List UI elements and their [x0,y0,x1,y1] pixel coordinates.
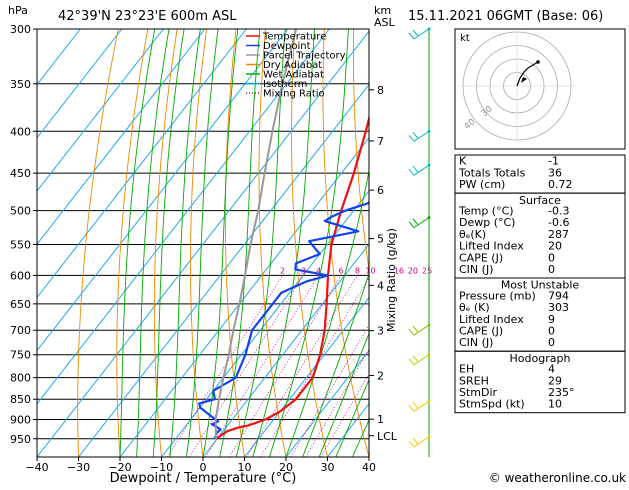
pressure-tick-label: 500 [10,205,31,218]
wind-barb-feather [409,222,414,228]
wind-barb-feather [409,329,414,335]
wind-barb-base [428,216,431,219]
mixing-ratio-line [206,275,319,457]
wind-barb-base [428,28,431,31]
pressure-tick-label: 450 [10,167,31,180]
height-tick-label: 2 [377,369,384,382]
location-title: 42°39'N 23°23'E 600m ASL [58,9,237,24]
hodo-value: 10 [548,398,562,411]
height-unit-asl: ASL [374,16,396,29]
mixing-ratio-label: 2 [280,266,285,275]
hodo-title: Hodograph [510,352,571,365]
height-tick-label: 7 [377,135,384,148]
dry-adiabat-line [225,29,244,457]
mixing-ratio-line [229,275,341,457]
wind-barb-base [428,353,431,356]
wind-barb-base [428,164,431,167]
wind-barb-feather [413,30,418,36]
height-tick-label: 3 [377,325,384,338]
pressure-tick-label: 750 [10,349,31,362]
wind-barb-feather [409,33,414,39]
mixing-ratio-label: 4 [316,266,321,275]
mixing-ratio-axis-label: Mixing Ratio (g/kg) [385,228,398,332]
wind-barb-feather [409,441,414,447]
height-tick-label: 8 [377,84,384,97]
wind-barb-feather [409,169,414,175]
wet-adiabat-line [137,29,169,457]
mixing-ratio-label: 20 [408,266,418,275]
mixing-ratio-label: 25 [422,266,432,275]
pressure-tick-label: 350 [10,78,31,91]
wind-barb-feather [413,438,418,444]
unstable-value: 0 [548,336,555,349]
wind-barb-feather [409,405,414,411]
index-label: PW (cm) [459,178,505,191]
pressure-tick-label: 300 [10,23,31,36]
unstable-label: CIN (J) [459,336,493,349]
pressure-tick-label: 850 [10,393,31,406]
wind-barb-feather [413,356,418,362]
legend-label: Mixing Ratio [263,89,325,100]
x-axis-label: Dewpoint / Temperature (°C) [110,471,297,486]
temperature-tick-label: −30 [67,461,90,474]
pressure-tick-label: 600 [10,269,31,282]
temperature-tick-label: 40 [362,461,376,474]
wind-barb-feather [413,166,418,172]
pressure-tick-label: 550 [10,238,31,251]
pressure-axis: 300 350 400 450 500 550 600 650 700 750 800 850 900 9… [10,23,37,446]
wind-barb-base [428,324,431,327]
wind-barb-base [428,400,431,403]
index-value: 0.72 [548,178,573,191]
pressure-tick-label: 700 [10,324,31,337]
mixing-ratio-line [247,275,358,457]
copyright: © weatheronline.co.uk [489,471,626,485]
wind-barb-feather [409,135,414,141]
temperature-tick-label: 30 [321,461,335,474]
height-tick-label: 1 [377,413,384,426]
wet-adiabat-line [153,29,184,457]
mixing-ratio-line [189,275,303,457]
wind-barb-feather [409,359,414,365]
dry-adiabat-line [154,29,177,457]
wind-barb-feather [413,219,418,225]
wind-barb-base [428,130,431,133]
height-tick-label: 4 [377,279,384,292]
height-tick-label: 5 [377,233,384,246]
mixing-ratio-label: 6 [338,266,343,275]
wind-barb-base [428,435,431,438]
isotherm-line [162,29,496,457]
wind-barb-feather [413,132,418,138]
pressure-tick-label: 800 [10,372,31,385]
mixing-ratio-label: 8 [355,266,360,275]
height-tick-label: 6 [377,184,384,197]
pressure-tick-label: 650 [10,298,31,311]
pressure-unit: hPa [8,4,28,17]
surface-label: CIN (J) [459,263,493,276]
wind-barb-feather [413,326,418,332]
hodograph-frame [455,29,625,149]
height-tick-label: LCL [377,430,398,443]
wind-barbs [409,28,431,447]
mixing-ratio-label: 3 [301,266,306,275]
pressure-tick-label: 900 [10,414,31,427]
temperature-tick-label: −40 [25,461,48,474]
hodo-label: StmSpd (kt) [459,398,525,411]
hodograph-point [536,60,540,64]
wind-barb-feather [413,402,418,408]
hodograph-unit: kt [460,33,470,44]
pressure-tick-label: 950 [10,433,31,446]
surface-value: 0 [548,263,555,276]
pressure-tick-label: 400 [10,125,31,138]
mixing-ratio-label: 10 [365,266,375,275]
datetime-title: 15.11.2021 06GMT (Base: 06) [408,9,603,24]
dry-adiabat-line [78,29,119,457]
